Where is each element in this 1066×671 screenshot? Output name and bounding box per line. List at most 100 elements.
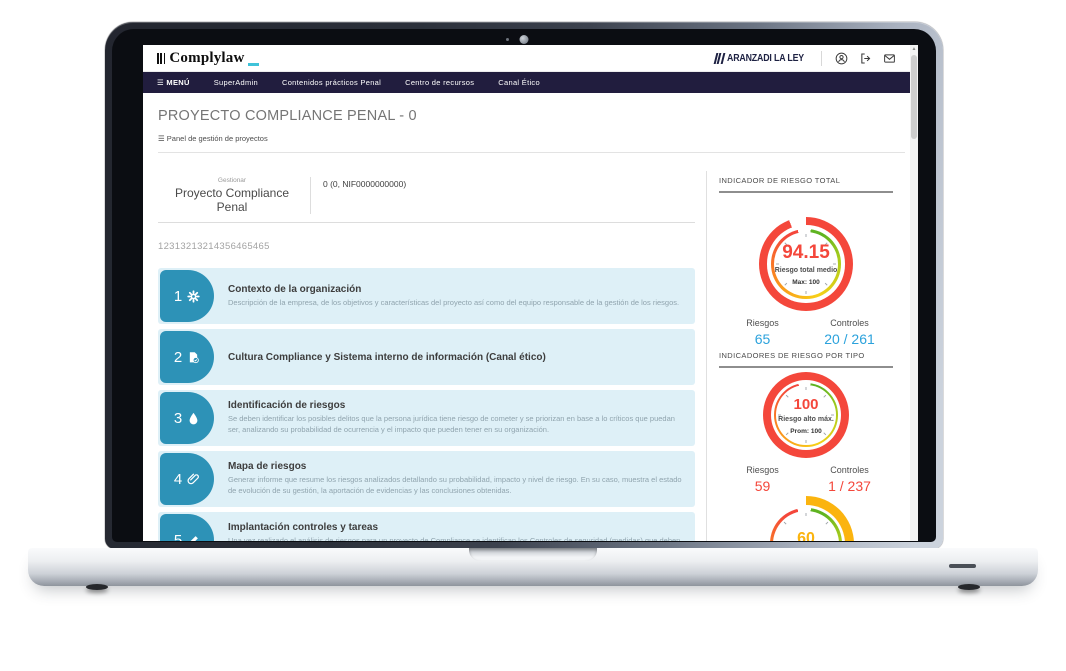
droplet-icon — [189, 412, 198, 424]
title-divider — [158, 152, 905, 153]
pencil-icon — [190, 535, 199, 541]
laptop-base — [28, 548, 1038, 590]
riesgos-label: Riesgos — [746, 318, 779, 328]
project-selected-value[interactable]: 0 (0, NIF0000000000) — [323, 179, 407, 189]
gear-icon — [187, 289, 200, 303]
riesgos-stat: Riesgos 65 — [719, 318, 806, 347]
aranzadi-text: ARANZADI LA LEY — [727, 52, 805, 64]
aranzadi-bars-icon — [713, 52, 725, 64]
project-type-label: Proyecto Compliance Penal — [174, 186, 290, 214]
step-badge: 3 — [160, 392, 214, 444]
risk-total-stats: Riesgos 65 Controles 20 / 261 — [719, 318, 893, 347]
step-title: Mapa de riesgos — [228, 461, 307, 473]
scrollbar-thumb[interactable] — [911, 55, 917, 139]
project-form-row: Gestionar Proyecto Compliance Penal 0 (0… — [158, 177, 695, 223]
page-title: PROYECTO COMPLIANCE PENAL - 0 — [158, 108, 417, 124]
step-contexto[interactable]: 1 — [158, 268, 695, 324]
browser-viewport: Complylaw ARANZADI LA LEY — [143, 45, 918, 541]
step-badge: 2 — [160, 331, 214, 383]
webcam-icon — [519, 35, 529, 44]
gauge-riesgo-alto: 100 Riesgo alto máx. Prom: 100 — [763, 372, 849, 458]
riesgos-stat: Riesgos 59 — [719, 465, 806, 494]
step-description: Se deben identificar los posibles delito… — [228, 414, 675, 434]
gauge-value: 100 — [793, 395, 819, 413]
breadcrumb[interactable]: ☰ Panel de gestión de proyectos — [158, 134, 268, 143]
riesgos-value[interactable]: 59 — [754, 478, 771, 494]
gauge-label: Riesgo total medio — [774, 267, 838, 274]
step-badge: 4 — [160, 453, 214, 505]
step-description: Descripción de la empresa, de los objeti… — [228, 297, 680, 307]
main-content: Gestionar Proyecto Compliance Penal 0 (0… — [158, 177, 695, 541]
project-code: 12313213214356465465 — [158, 241, 270, 252]
laptop-foot-left — [86, 584, 108, 590]
nav-menu-button[interactable]: ☰ MENÚ — [157, 78, 190, 87]
step-description: Generar informe que resume los riesgos a… — [228, 475, 682, 495]
gauge-riesgo-medio: 60 Riesgo medio máx. — [758, 496, 854, 541]
main-navbar: ☰ MENÚ SuperAdmin Contenidos prácticos P… — [143, 72, 918, 93]
camera-indicator-dot — [506, 38, 509, 41]
controles-value[interactable]: 1 / 237 — [828, 478, 871, 494]
controles-label: Controles — [830, 465, 869, 475]
form-divider — [310, 177, 311, 214]
complylaw-logo[interactable]: Complylaw — [157, 50, 259, 67]
hamburger-icon: ☰ — [157, 78, 167, 87]
controles-value[interactable]: 20 / 261 — [824, 331, 875, 347]
step-identificacion-riesgos[interactable]: 3 Identificación de riesgos Se deben ide… — [158, 390, 695, 446]
aranzadi-logo: ARANZADI LA LEY — [713, 52, 819, 64]
gauge-sublabel: Max: 100 — [792, 279, 820, 286]
controles-label: Controles — [830, 318, 869, 328]
mail-icon[interactable] — [882, 51, 896, 65]
nav-item-superadmin[interactable]: SuperAdmin — [213, 78, 258, 87]
header-divider — [821, 50, 822, 66]
laptop-screen: Complylaw ARANZADI LA LEY — [112, 29, 936, 542]
nav-item-recursos[interactable]: Centro de recursos — [405, 78, 475, 87]
logo-underscore-mark — [247, 63, 259, 66]
logo-text: Complylaw — [169, 49, 245, 66]
manage-label: Gestionar — [217, 177, 247, 184]
gauge-value: 94.15 — [782, 242, 830, 263]
scrollbar-up-arrow[interactable]: ▲ — [911, 46, 917, 52]
logout-icon[interactable] — [858, 51, 872, 65]
step-number: 3 — [173, 409, 183, 427]
riesgos-value[interactable]: 65 — [754, 331, 771, 347]
header-right-group: ARANZADI LA LEY — [713, 50, 896, 66]
risk-alto-stats: Riesgos 59 Controles 1 / 237 — [719, 465, 893, 494]
step-cultura-compliance[interactable]: 2 Cultura Compliance y Sistema interno d… — [158, 329, 695, 385]
risk-indicators-sidebar: INDICADOR DE RIESGO TOTAL 94.15 Riesgo t… — [706, 171, 905, 541]
document-check-icon — [190, 351, 199, 363]
app-header: Complylaw ARANZADI LA LEY — [143, 45, 918, 72]
step-description: Una vez realizado el análisis de riesgos… — [228, 536, 681, 541]
gauge-value: 60 — [797, 530, 815, 541]
gauge-sublabel: Prom: 100 — [790, 427, 822, 435]
ir-receiver-slot — [949, 564, 976, 568]
step-title: Contexto de la organización — [228, 283, 362, 295]
user-account-icon[interactable] — [834, 51, 848, 65]
panel-title-riesgo-total: INDICADOR DE RIESGO TOTAL — [719, 175, 893, 193]
panel-title-riesgo-por-tipo: INDICADORES DE RIESGO POR TIPO — [719, 350, 893, 368]
paperclip-icon — [187, 473, 200, 484]
riesgos-label: Riesgos — [746, 465, 779, 475]
step-title: Cultura Compliance y Sistema interno de … — [228, 351, 546, 363]
step-number: 5 — [173, 531, 183, 542]
logo-bars-icon — [157, 52, 166, 64]
step-mapa-riesgos[interactable]: 4 Mapa de riesgos Generar informe que re… — [158, 451, 695, 507]
step-title: Implantación controles y tareas — [228, 522, 379, 534]
steps-list: 1 — [158, 268, 695, 541]
step-title: Identificación de riesgos — [228, 400, 346, 412]
nav-item-contenidos[interactable]: Contenidos prácticos Penal — [282, 78, 382, 87]
laptop-foot-right — [958, 584, 980, 590]
laptop-lid-notch — [469, 548, 597, 561]
step-badge: 5 — [160, 514, 214, 541]
nav-item-canal-etico[interactable]: Canal Ético — [498, 78, 540, 87]
step-number: 1 — [173, 287, 183, 305]
step-implantacion-controles[interactable]: 5 Implantación controles y tareas Una ve… — [158, 512, 695, 541]
step-number: 2 — [173, 348, 183, 366]
project-label-block: Gestionar Proyecto Compliance Penal — [158, 177, 306, 214]
page-scrollbar[interactable]: ▲ — [910, 45, 918, 541]
controles-stat: Controles 20 / 261 — [806, 318, 893, 347]
gauge-label: Riesgo alto máx. — [778, 415, 834, 423]
step-number: 4 — [173, 470, 183, 488]
gauge-riesgo-total: 94.15 Riesgo total medio Max: 100 — [759, 217, 853, 311]
laptop-screen-bezel: Complylaw ARANZADI LA LEY — [105, 22, 943, 549]
